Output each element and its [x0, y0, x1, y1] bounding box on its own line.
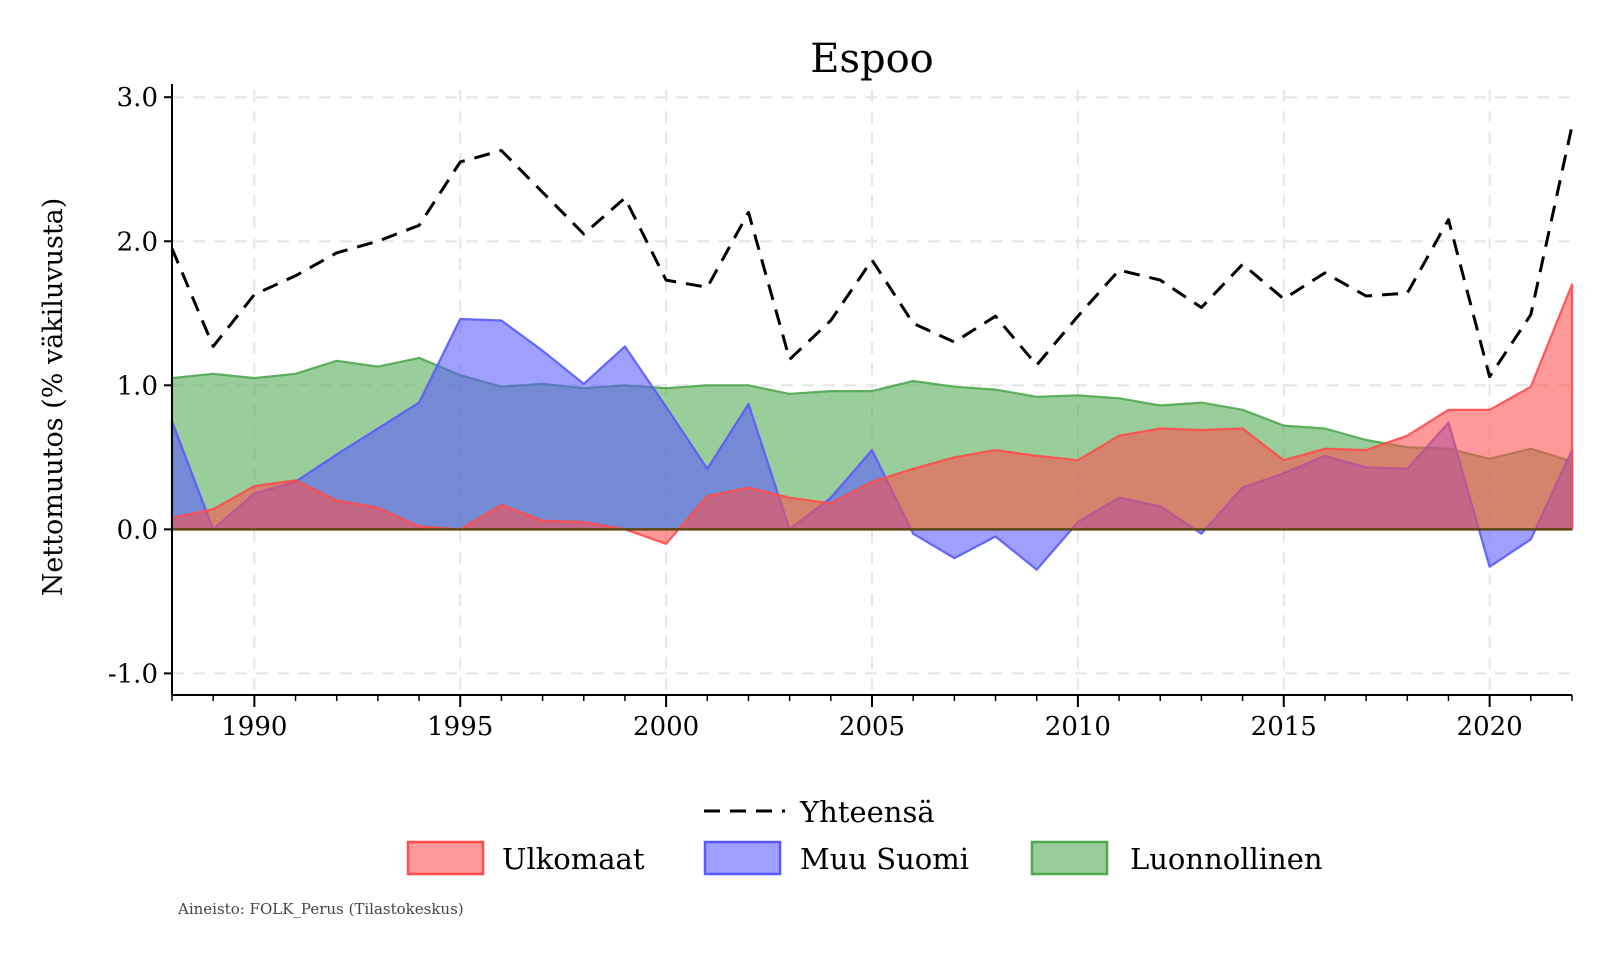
x-tick-label: 1990: [221, 712, 287, 742]
x-tick-label: 2015: [1251, 712, 1317, 742]
y-tick-label: 2.0: [117, 227, 158, 257]
line-total: [170, 125, 1574, 379]
chart-title: Espoo: [810, 36, 934, 82]
x-tick-label: 2000: [633, 712, 699, 742]
legend: Yhteensä Ulkomaat Muu Suomi Luonnollinen: [406, 795, 1323, 876]
legend-label-luonnollinen: Luonnollinen: [1130, 842, 1323, 876]
y-axis-label: Nettomuutos (% väkiluvusta): [38, 198, 69, 597]
source-note: Aineisto: FOLK_Perus (Tilastokeskus): [177, 900, 464, 918]
legend-label-ulkomaat: Ulkomaat: [502, 842, 645, 876]
area-ulkomaat: [170, 283, 1574, 545]
y-tick-label: 0.0: [117, 515, 158, 545]
x-tick-label: 1995: [427, 712, 493, 742]
area-series: [170, 283, 1574, 571]
legend-swatch-luonnollinen: [1030, 840, 1109, 876]
y-tick-label: -1.0: [108, 659, 158, 689]
x-tick-label: 2020: [1457, 712, 1523, 742]
legend-swatch-muu-suomi: [703, 840, 782, 876]
legend-label-muu-suomi: Muu Suomi: [800, 842, 969, 876]
total-line-series: [170, 125, 1574, 379]
x-tick-label: 2005: [839, 712, 905, 742]
legend-label-total: Yhteensä: [799, 795, 935, 829]
x-tick-label: 2010: [1045, 712, 1111, 742]
y-tick-label: 3.0: [117, 83, 158, 113]
axes: -1.0 0.0 1.0 2.0 3.0 1990 1995 2000 2005 2010 2015…: [108, 83, 1573, 742]
y-tick-label: 1.0: [117, 371, 158, 401]
legend-swatch-ulkomaat: [406, 840, 485, 876]
